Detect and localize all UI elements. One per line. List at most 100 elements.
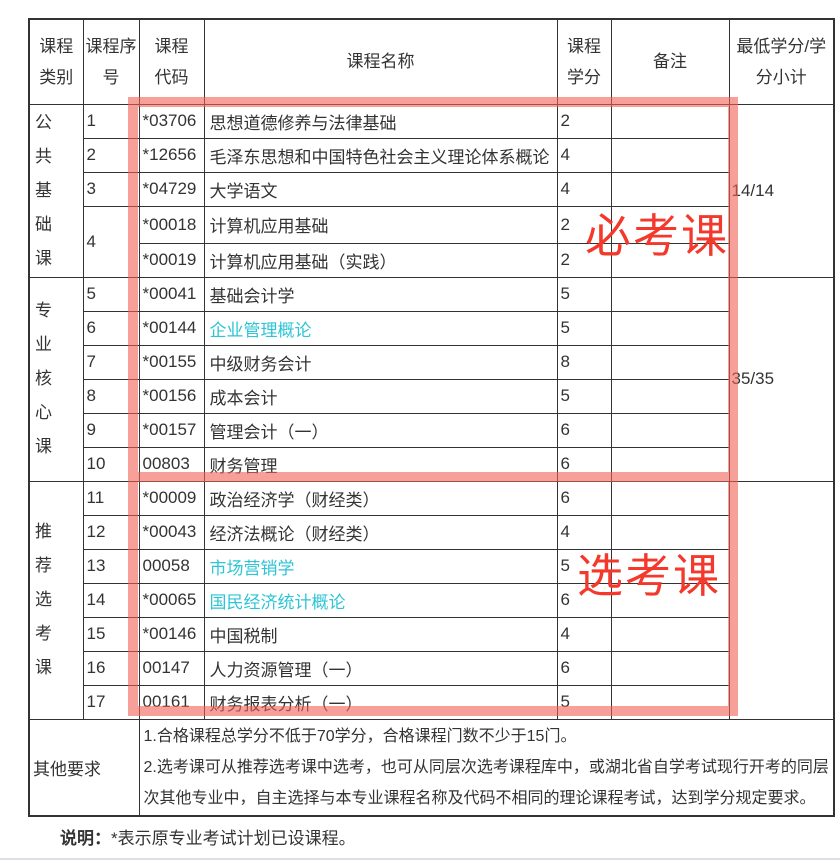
table-row: 10 00803 财务管理 6 <box>29 446 834 482</box>
course-name: 中国税制 <box>203 616 558 652</box>
col-header-note: 备注 <box>610 18 730 105</box>
course-name: 毛泽东思想和中国特色社会主义理论体系概论 <box>203 137 558 173</box>
note-cell <box>610 171 730 207</box>
col-header-seq: 课程序 号 <box>82 18 140 105</box>
credit-cell: 8 <box>556 344 612 380</box>
credit-cell: 6 <box>556 412 612 448</box>
course-code: *00156 <box>138 378 205 414</box>
note-cell <box>610 276 730 312</box>
course-name: 财务报表分析（一） <box>203 684 558 720</box>
course-link[interactable]: 国民经济统计概论 <box>203 582 558 618</box>
category-cell-public-basic: 公 共 基 础 课 <box>28 103 84 278</box>
course-code: 00147 <box>138 650 205 686</box>
seq-cell: 12 <box>82 514 140 550</box>
other-requirements-content: 1.合格课程总学分不低于70学分，合格课程门数不少于15门。 2.选考课可从推荐… <box>138 718 835 816</box>
seq-cell: 3 <box>82 171 140 207</box>
course-name: 计算机应用基础（实践） <box>203 242 558 278</box>
seq-cell: 14 <box>82 582 140 618</box>
credit-cell: 5 <box>556 310 612 346</box>
credit-cell: 4 <box>556 137 612 173</box>
note-cell <box>610 650 730 686</box>
col-header-code: 课程 代码 <box>138 18 205 105</box>
note-cell <box>610 446 730 482</box>
course-name: 经济法概论（财经类） <box>203 514 558 550</box>
table-row: 公 共 基 础 课 1 *03706 思想道德修养与法律基础 2 14/14 <box>28 103 835 278</box>
credit-cell: 6 <box>556 650 612 686</box>
note-cell <box>610 137 730 173</box>
table-row: 15 *00146 中国税制 4 <box>29 616 834 652</box>
table-row: 14 *00065 国民经济统计概论 6 <box>29 582 834 618</box>
course-code: *00041 <box>138 276 205 312</box>
note-cell <box>610 480 730 516</box>
course-name: 政治经济学（财经类） <box>203 480 558 516</box>
course-name: 大学语文 <box>203 171 558 207</box>
credit-cell: 5 <box>556 378 612 414</box>
seq-cell: 1 <box>82 103 140 139</box>
footnote-label: 说明： <box>60 829 111 848</box>
subtotal-cell: 35/35 <box>728 276 835 482</box>
course-code: *12656 <box>138 137 205 173</box>
note-cell <box>610 582 730 618</box>
seq-cell: 6 <box>82 310 140 346</box>
table-row: 6 *00144 企业管理概论 5 <box>29 310 834 346</box>
footnote-text: *表示原专业考试计划已设课程。 <box>111 829 356 848</box>
course-code: *00065 <box>138 582 205 618</box>
credit-cell: 5 <box>556 684 612 720</box>
table-row: 8 *00156 成本会计 5 <box>29 378 834 414</box>
table-row: 13 00058 市场营销学 5 <box>29 548 834 584</box>
subtotal-cell: 14/14 <box>728 103 835 278</box>
table-row: 3 *04729 大学语文 4 <box>29 171 834 207</box>
other-requirements-row: 其他要求 1.合格课程总学分不低于70学分，合格课程门数不少于15门。 2.选考… <box>28 718 835 816</box>
seq-cell: 5 <box>82 276 140 312</box>
other-requirements-line2: 2.选考课可从推荐选考课中选考，也可从同层次选考课程库中，或湖北省自学考试现行开… <box>143 758 829 807</box>
course-link[interactable]: 企业管理概论 <box>203 310 558 346</box>
course-code: 00803 <box>138 446 205 482</box>
category-cell-elective: 推 荐 选 考 课 <box>28 480 84 720</box>
seq-cell: 7 <box>82 344 140 380</box>
note-cell <box>610 242 730 278</box>
credit-cell: 4 <box>556 171 612 207</box>
course-link[interactable]: 市场营销学 <box>203 548 558 584</box>
table-row: 2 *12656 毛泽东思想和中国特色社会主义理论体系概论 4 <box>29 137 834 173</box>
seq-cell: 2 <box>82 137 140 173</box>
table-row: 12 *00043 经济法概论（财经类） 4 <box>29 514 834 550</box>
seq-cell: 17 <box>82 684 140 720</box>
note-cell <box>610 378 730 414</box>
course-code: *00018 <box>138 205 205 244</box>
header-row: 课程 类别 课程序 号 课程 代码 课程名称 课程 学分 备注 最低学分/学 分… <box>28 18 835 105</box>
subtotal-cell-empty <box>728 480 835 720</box>
category-cell-core: 专 业 核 心 课 <box>28 276 84 482</box>
credit-cell: 6 <box>556 446 612 482</box>
note-cell <box>610 344 730 380</box>
course-name: 计算机应用基础 <box>203 205 558 244</box>
seq-cell: 16 <box>82 650 140 686</box>
table-row: 推 荐 选 考 课 11 *00009 政治经济学（财经类） 6 <box>28 480 835 720</box>
course-code: *00157 <box>138 412 205 448</box>
course-code: *00146 <box>138 616 205 652</box>
col-header-category: 课程 类别 <box>28 18 84 105</box>
course-code: *00009 <box>138 480 205 516</box>
table-row: *00019 计算机应用基础（实践） 2 <box>29 242 834 278</box>
note-cell <box>610 684 730 720</box>
col-header-name: 课程名称 <box>203 18 558 105</box>
course-code: *00043 <box>138 514 205 550</box>
course-code: *03706 <box>138 103 205 139</box>
seq-cell: 15 <box>82 616 140 652</box>
seq-cell: 8 <box>82 378 140 414</box>
credit-cell: 2 <box>556 205 612 244</box>
seq-cell: 11 <box>82 480 140 516</box>
col-header-credit: 课程 学分 <box>556 18 612 105</box>
table-row: 4 *00018 计算机应用基础 2 <box>29 205 834 278</box>
note-cell <box>610 412 730 448</box>
course-name: 基础会计学 <box>203 276 558 312</box>
note-cell <box>610 103 730 139</box>
note-cell <box>610 205 730 244</box>
course-name: 中级财务会计 <box>203 344 558 380</box>
col-header-subtotal: 最低学分/学 分小计 <box>728 18 835 105</box>
seq-cell: 10 <box>82 446 140 482</box>
note-cell <box>610 310 730 346</box>
course-code: *00155 <box>138 344 205 380</box>
course-name: 财务管理 <box>203 446 558 482</box>
seq-cell: 13 <box>82 548 140 584</box>
